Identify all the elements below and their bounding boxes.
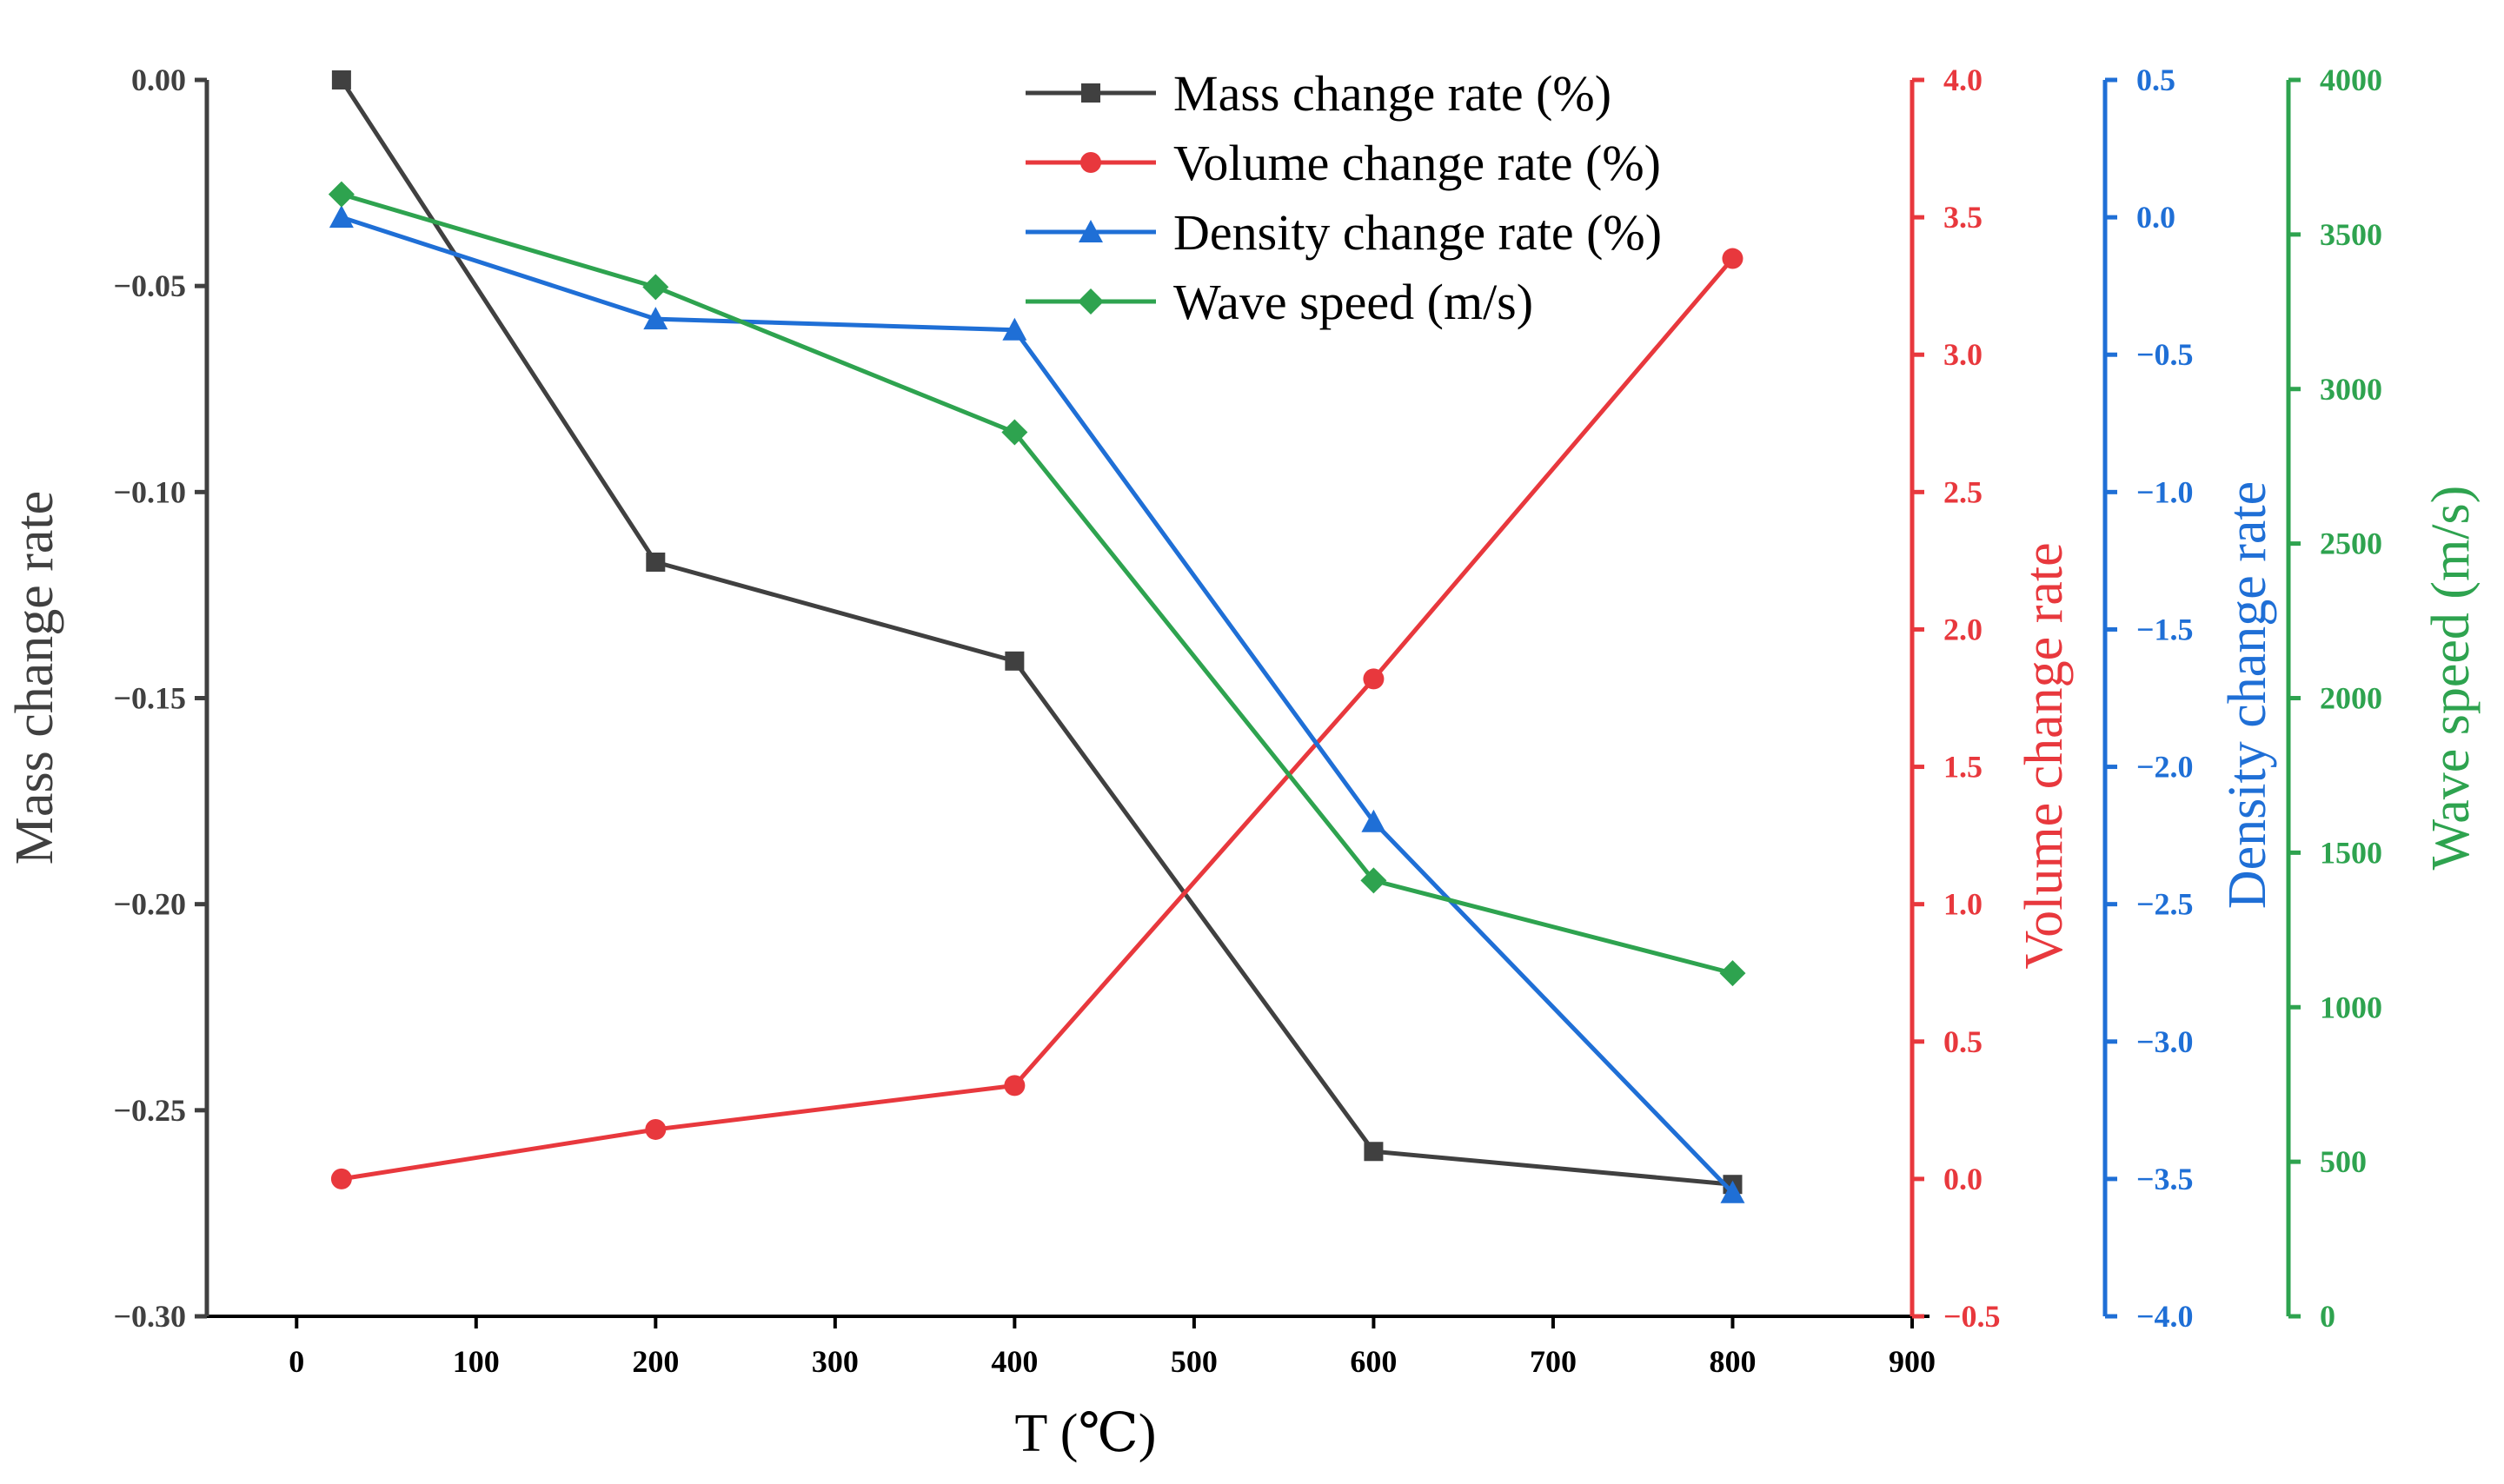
density-axis-tick-label: −3.5 (2136, 1162, 2194, 1196)
legend: Mass change rate (%) Volume change rate (… (1026, 65, 1662, 330)
x-axis-title: T (℃) (1015, 1404, 1157, 1463)
data-point-volume (1722, 248, 1744, 269)
series-line-density (341, 215, 1735, 1195)
volume-axis-tick-label: 3.5 (1943, 200, 1983, 235)
legend-label-mass: Mass change rate (%) (1173, 65, 1611, 122)
data-point-volume (330, 1168, 352, 1189)
mass-axis-tick-label: −0.30 (113, 1299, 186, 1334)
x-tick-label: 800 (1709, 1344, 1756, 1379)
data-point-volume (1004, 1075, 1026, 1096)
data-point-wave (1001, 419, 1028, 446)
legend-label-wave: Wave speed (m/s) (1173, 274, 1533, 330)
volume-axis-tick-label: 1.5 (1943, 750, 1983, 785)
x-tick-label: 900 (1889, 1344, 1936, 1379)
x-tick-label: 500 (1171, 1344, 1218, 1379)
x-tick-label: 0 (289, 1344, 304, 1379)
volume-axis-tick-label: 2.0 (1943, 612, 1983, 646)
x-tick-label: 400 (991, 1344, 1038, 1379)
mass-axis-title: Mass change rate (5, 491, 64, 865)
mass-axis-tick-label: −0.15 (113, 681, 186, 716)
data-point-wave (1360, 867, 1387, 894)
density-axis-tick-label: −2.0 (2136, 750, 2194, 785)
legend-marker-wave (1078, 288, 1104, 315)
density-axis-tick-label: −3.0 (2136, 1024, 2194, 1059)
x-tick-label: 600 (1350, 1344, 1397, 1379)
wave-axis-tick-label: 0 (2320, 1299, 2335, 1334)
density-axis-tick-label: −1.0 (2136, 474, 2194, 509)
volume-axis-tick-label: 0.0 (1943, 1162, 1983, 1196)
wave-axis-tick-label: 2500 (2320, 527, 2382, 561)
data-point-wave (642, 274, 669, 301)
density-axis-tick-label: −0.5 (2136, 337, 2194, 372)
wave-axis-tick-label: 2000 (2320, 681, 2382, 716)
mass-axis-tick-label: −0.25 (113, 1093, 186, 1128)
wave-axis-tick-label: 3500 (2320, 217, 2382, 252)
x-tick-label: 100 (453, 1344, 500, 1379)
legend-marker-mass (1081, 83, 1100, 103)
volume-axis-tick-label: 4.0 (1943, 63, 1983, 97)
mass-axis-tick-label: 0.00 (131, 63, 186, 97)
volume-axis-tick-label: 2.5 (1943, 474, 1983, 509)
density-axis-tick-label: −1.5 (2136, 612, 2194, 646)
series-layer (328, 70, 1746, 1203)
volume-axis-title: Volume change rate (2015, 542, 2074, 969)
mass-axis-tick-label: −0.05 (113, 268, 186, 303)
density-axis-tick-label: 0.5 (2136, 63, 2175, 97)
legend-label-volume: Volume change rate (%) (1173, 135, 1661, 191)
wave-axis-tick-label: 500 (2320, 1144, 2367, 1179)
x-tick-label: 300 (812, 1344, 859, 1379)
x-tick-label: 700 (1530, 1344, 1577, 1379)
data-point-density (1361, 809, 1386, 832)
density-axis-tick-label: 0.0 (2136, 200, 2175, 235)
volume-axis-tick-label: 0.5 (1943, 1024, 1983, 1059)
legend-marker-density (1079, 220, 1103, 242)
data-point-mass (1005, 651, 1025, 671)
wave-axis-tick-label: 1000 (2320, 990, 2382, 1024)
data-point-volume (645, 1118, 667, 1140)
data-point-wave (1719, 960, 1746, 987)
mass-axis-tick-label: −0.20 (113, 887, 186, 922)
legend-marker-volume (1080, 152, 1101, 173)
volume-axis-tick-label: 1.0 (1943, 887, 1983, 922)
data-point-density (1720, 1180, 1745, 1203)
wave-axis-tick-label: 3000 (2320, 372, 2382, 407)
data-point-mass (1364, 1142, 1384, 1162)
volume-axis-tick-label: −0.5 (1943, 1299, 2001, 1334)
data-point-mass (331, 70, 351, 89)
volume-axis-tick-label: 3.0 (1943, 337, 1983, 372)
data-point-volume (1363, 668, 1385, 690)
legend-label-density: Density change rate (%) (1173, 204, 1662, 261)
wave-axis-tick-label: 4000 (2320, 63, 2382, 97)
density-axis-tick-label: −4.0 (2136, 1299, 2194, 1334)
data-point-wave (328, 181, 355, 208)
x-tick-label: 200 (632, 1344, 679, 1379)
density-axis-title: Density change rate (2218, 481, 2277, 909)
wave-axis-tick-label: 1500 (2320, 835, 2382, 870)
data-point-density (643, 307, 668, 330)
wave-axis-title: Wave speed (m/s) (2421, 486, 2481, 871)
data-point-density (1002, 317, 1027, 341)
data-point-density (329, 205, 354, 229)
density-axis-tick-label: −2.5 (2136, 887, 2194, 922)
mass-axis-tick-label: −0.10 (113, 474, 186, 509)
data-point-mass (646, 552, 666, 572)
